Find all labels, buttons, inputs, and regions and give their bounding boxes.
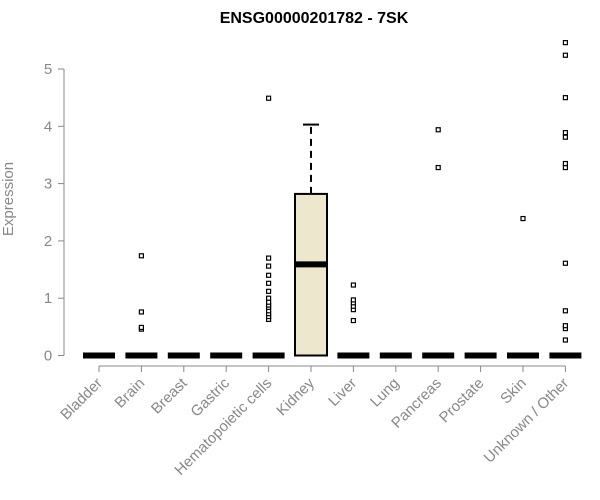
y-tick-label: 1 (44, 290, 52, 307)
x-tick-label: Kidney (273, 374, 318, 419)
y-axis-label: Expression (0, 162, 17, 236)
outlier-point (520, 215, 526, 222)
x-tick-label: Skin (497, 375, 530, 408)
chart-title: ENSG00000201782 - 7SK (220, 10, 409, 27)
outlier-point (266, 280, 272, 286)
outlier-point (562, 337, 569, 343)
outlier-point (562, 40, 569, 46)
y-tick-label: 0 (44, 348, 52, 365)
y-tick-label: 5 (44, 61, 52, 78)
outlier-point (435, 127, 441, 133)
box-kidney (294, 123, 328, 357)
outlier-point (266, 95, 272, 101)
outlier-point (266, 288, 272, 294)
x-tick-label: Breast (148, 374, 191, 417)
outlier-point (562, 164, 569, 171)
outlier-point (266, 255, 272, 261)
outlier-point (350, 317, 356, 324)
outlier-point (562, 52, 569, 58)
outlier-point (562, 130, 569, 136)
outlier-point (562, 260, 569, 266)
outlier-point (138, 309, 144, 315)
outlier-point (266, 272, 272, 278)
outlier-point (138, 324, 144, 331)
box-body (294, 192, 328, 357)
boxes (83, 123, 582, 359)
outlier-point (562, 323, 569, 329)
outlier-point (562, 95, 569, 101)
x-tick-label: Prostate (436, 375, 488, 427)
outlier-point (350, 297, 356, 303)
outlier-point (562, 160, 569, 167)
outlier-point (266, 263, 272, 269)
outlier-point (435, 164, 441, 171)
x-tick-label: Lung (367, 375, 403, 411)
axes: 0 1 2 3 4 5 (44, 61, 566, 372)
outlier-point (138, 253, 144, 259)
y-tick-label: 2 (44, 233, 52, 250)
outlier-point (562, 134, 569, 140)
y-tick-label: 4 (44, 118, 52, 135)
outlier-point (350, 282, 356, 288)
y-tick-label: 3 (44, 176, 52, 193)
x-tick-label: Bladder (57, 375, 106, 424)
x-tick-label: Liver (325, 375, 360, 410)
x-tick-label: Brain (111, 375, 148, 412)
outliers (138, 40, 569, 343)
outlier-point (266, 295, 272, 301)
outlier-point (562, 308, 569, 314)
outlier-point (266, 299, 272, 305)
